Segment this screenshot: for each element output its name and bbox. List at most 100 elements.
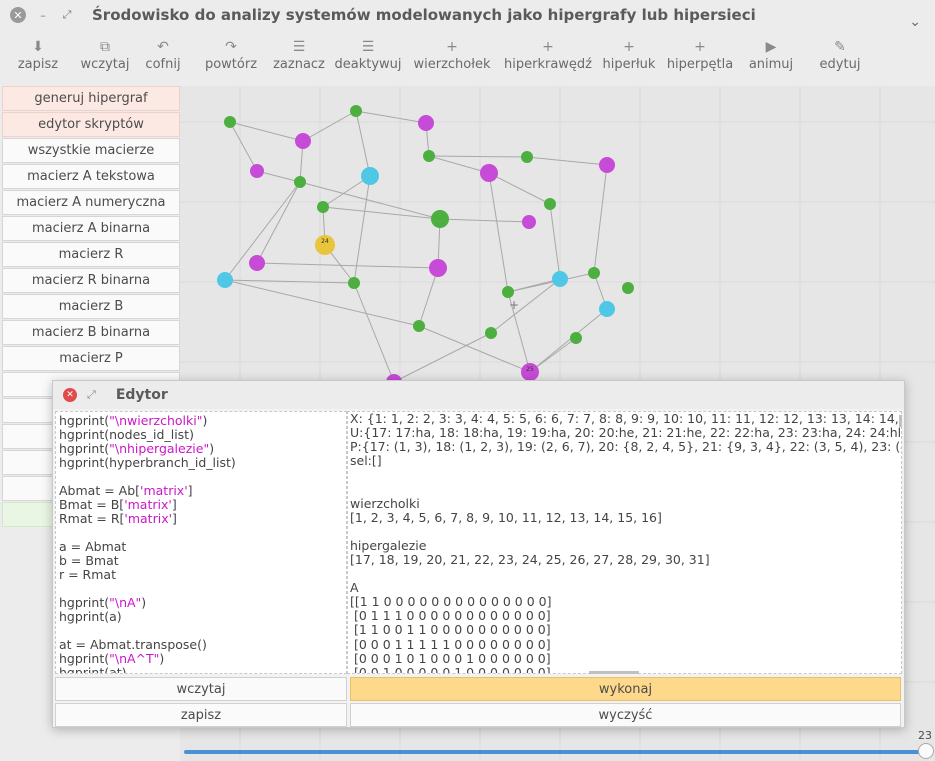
hyperedge-line[interactable] (529, 337, 577, 373)
graph-hyperedge-node[interactable] (480, 164, 498, 182)
output-scrollbar-vertical[interactable] (899, 415, 902, 427)
hyperedge-line[interactable] (428, 155, 528, 158)
graph-vertex[interactable] (224, 116, 236, 128)
hyperedge-line[interactable] (488, 172, 509, 293)
toolbar-save-button[interactable]: ⬇ zapisz (0, 32, 76, 84)
graph-vertex[interactable] (423, 150, 435, 162)
script-textarea[interactable]: hgprint("\nwierzcholki") hgprint(nodes_id… (55, 411, 347, 674)
toolbar-add-hyperarc-button[interactable]: + hiperłuk (600, 32, 658, 84)
graph-hyperedge-node[interactable] (295, 133, 311, 149)
toolbar-deactivate-button[interactable]: ☰ deaktywuj (328, 32, 408, 84)
hyperedge-line[interactable] (393, 332, 492, 383)
hyperedge-line[interactable] (256, 262, 439, 269)
graph-hyperedge-node[interactable] (429, 259, 447, 277)
graph-hyperedge-node[interactable] (418, 115, 434, 131)
hyperedge-line[interactable] (549, 203, 561, 280)
hyperedge-line[interactable] (593, 164, 608, 274)
hyperedge-line[interactable] (322, 175, 371, 208)
sidebar-item[interactable]: macierz R (2, 242, 180, 267)
sidebar-item[interactable]: macierz B binarna (2, 320, 180, 345)
graph-vertex[interactable] (413, 320, 425, 332)
editor-save-button[interactable]: zapisz (55, 703, 347, 727)
sidebar-item[interactable]: wszystkie macierze (2, 138, 180, 163)
hyperedge-line[interactable] (353, 175, 371, 284)
graph-hyperedge-node[interactable] (599, 301, 615, 317)
hyperedge-line[interactable] (224, 181, 301, 281)
graph-vertex[interactable] (521, 151, 533, 163)
chevron-down-icon[interactable]: ⌄ (909, 14, 921, 30)
output-scrollbar-horizontal[interactable] (589, 671, 639, 674)
hyperedge-line[interactable] (353, 282, 395, 383)
toolbar-load-button[interactable]: ⧉ wczytaj (76, 32, 134, 84)
graph-hyperedge-node[interactable] (522, 215, 536, 229)
hyperedge-line[interactable] (418, 325, 531, 373)
hyperedge-line[interactable] (224, 279, 355, 284)
hyperedge-line[interactable] (256, 181, 301, 264)
graph-vertex[interactable] (502, 286, 514, 298)
hyperedge-line[interactable] (355, 110, 427, 124)
graph-vertex[interactable] (588, 267, 600, 279)
window-minimize-button[interactable]: – (40, 8, 46, 22)
graph-vertex[interactable] (485, 327, 497, 339)
graph-vertex[interactable] (348, 277, 360, 289)
editor-close-button[interactable]: ✕ (63, 388, 77, 402)
editor-run-button[interactable]: wykonaj (350, 677, 901, 701)
toolbar-select-button[interactable]: ☰ zaznacz (270, 32, 328, 84)
graph-hyperedge-node[interactable] (249, 255, 265, 271)
hyperedge-line[interactable] (428, 155, 490, 174)
sidebar-item[interactable]: macierz A tekstowa (2, 164, 180, 189)
timeline-slider-track[interactable] (184, 750, 927, 754)
sidebar-item[interactable]: edytor skryptów (2, 112, 180, 137)
hyperedge-line[interactable] (302, 110, 357, 142)
hyperedge-line[interactable] (488, 172, 551, 205)
graph-hyperedge-node[interactable] (361, 167, 379, 185)
timeline-slider-handle[interactable] (918, 743, 934, 759)
graph-vertex[interactable] (317, 201, 329, 213)
hyperedge-line[interactable] (299, 181, 441, 220)
sidebar-item[interactable]: macierz P (2, 346, 180, 371)
toolbar-add-vertex-button[interactable]: + wierzchołek (408, 32, 496, 84)
graph-vertex[interactable] (622, 282, 634, 294)
graph-hyperedge-node[interactable] (250, 164, 264, 178)
toolbar-animate-button[interactable]: ▶ animuj (742, 32, 800, 84)
graph-hyperedge-node[interactable] (552, 271, 568, 287)
graph-vertex[interactable] (350, 105, 362, 117)
graph-vertex[interactable] (294, 176, 306, 188)
hyperedge-line[interactable] (355, 110, 371, 177)
sidebar-item[interactable]: macierz B (2, 294, 180, 319)
editor-clear-button[interactable]: wyczyść (350, 703, 901, 727)
hypergraph-view[interactable]: +24 25 (180, 86, 935, 761)
hyperedge-line[interactable] (507, 272, 595, 293)
hyperedge-line[interactable] (229, 121, 258, 172)
graph-hyperedge-node[interactable] (521, 363, 539, 381)
hyperedge-line[interactable] (529, 308, 608, 373)
window-maximize-button[interactable]: ⤢ (62, 8, 72, 21)
graph-vertex[interactable] (544, 198, 556, 210)
graph-vertex[interactable] (431, 210, 449, 228)
hyperedge-line[interactable] (490, 278, 561, 334)
toolbar-add-hyperedge-button[interactable]: + hiperkrawędź (496, 32, 600, 84)
toolbar-undo-button[interactable]: ↶ cofnij (134, 32, 192, 84)
hyperedge-line[interactable] (507, 291, 531, 373)
editor-maximize-button[interactable]: ⤢ (87, 388, 96, 401)
hyperedge-line[interactable] (526, 156, 608, 166)
graph-hyperedge-node[interactable] (217, 272, 233, 288)
graph-hyperedge-node[interactable] (315, 235, 335, 255)
sidebar-item[interactable]: generuj hipergraf (2, 86, 180, 111)
toolbar-redo-button[interactable]: ↷ powtórz (192, 32, 270, 84)
hyperedge-line[interactable] (224, 279, 420, 327)
toolbar-edit-button[interactable]: ✎ edytuj (800, 32, 880, 84)
window-close-button[interactable]: ✕ (10, 7, 26, 23)
sidebar-item[interactable]: macierz A binarna (2, 216, 180, 241)
hyperedge-line[interactable] (322, 206, 441, 220)
sidebar-item[interactable]: macierz A numeryczna (2, 190, 180, 215)
sidebar-item[interactable]: macierz R binarna (2, 268, 180, 293)
graph-hyperedge-node[interactable] (599, 157, 615, 173)
graph-vertex[interactable] (570, 332, 582, 344)
editor-load-button[interactable]: wczytaj (55, 677, 347, 701)
hyperedge-line[interactable] (256, 170, 301, 183)
toolbar-add-hyperloop-button[interactable]: + hiperpętla (658, 32, 742, 84)
hyperedge-line[interactable] (439, 218, 530, 223)
hyperedge-line[interactable] (229, 121, 304, 142)
hyperedge-line[interactable] (418, 267, 439, 327)
